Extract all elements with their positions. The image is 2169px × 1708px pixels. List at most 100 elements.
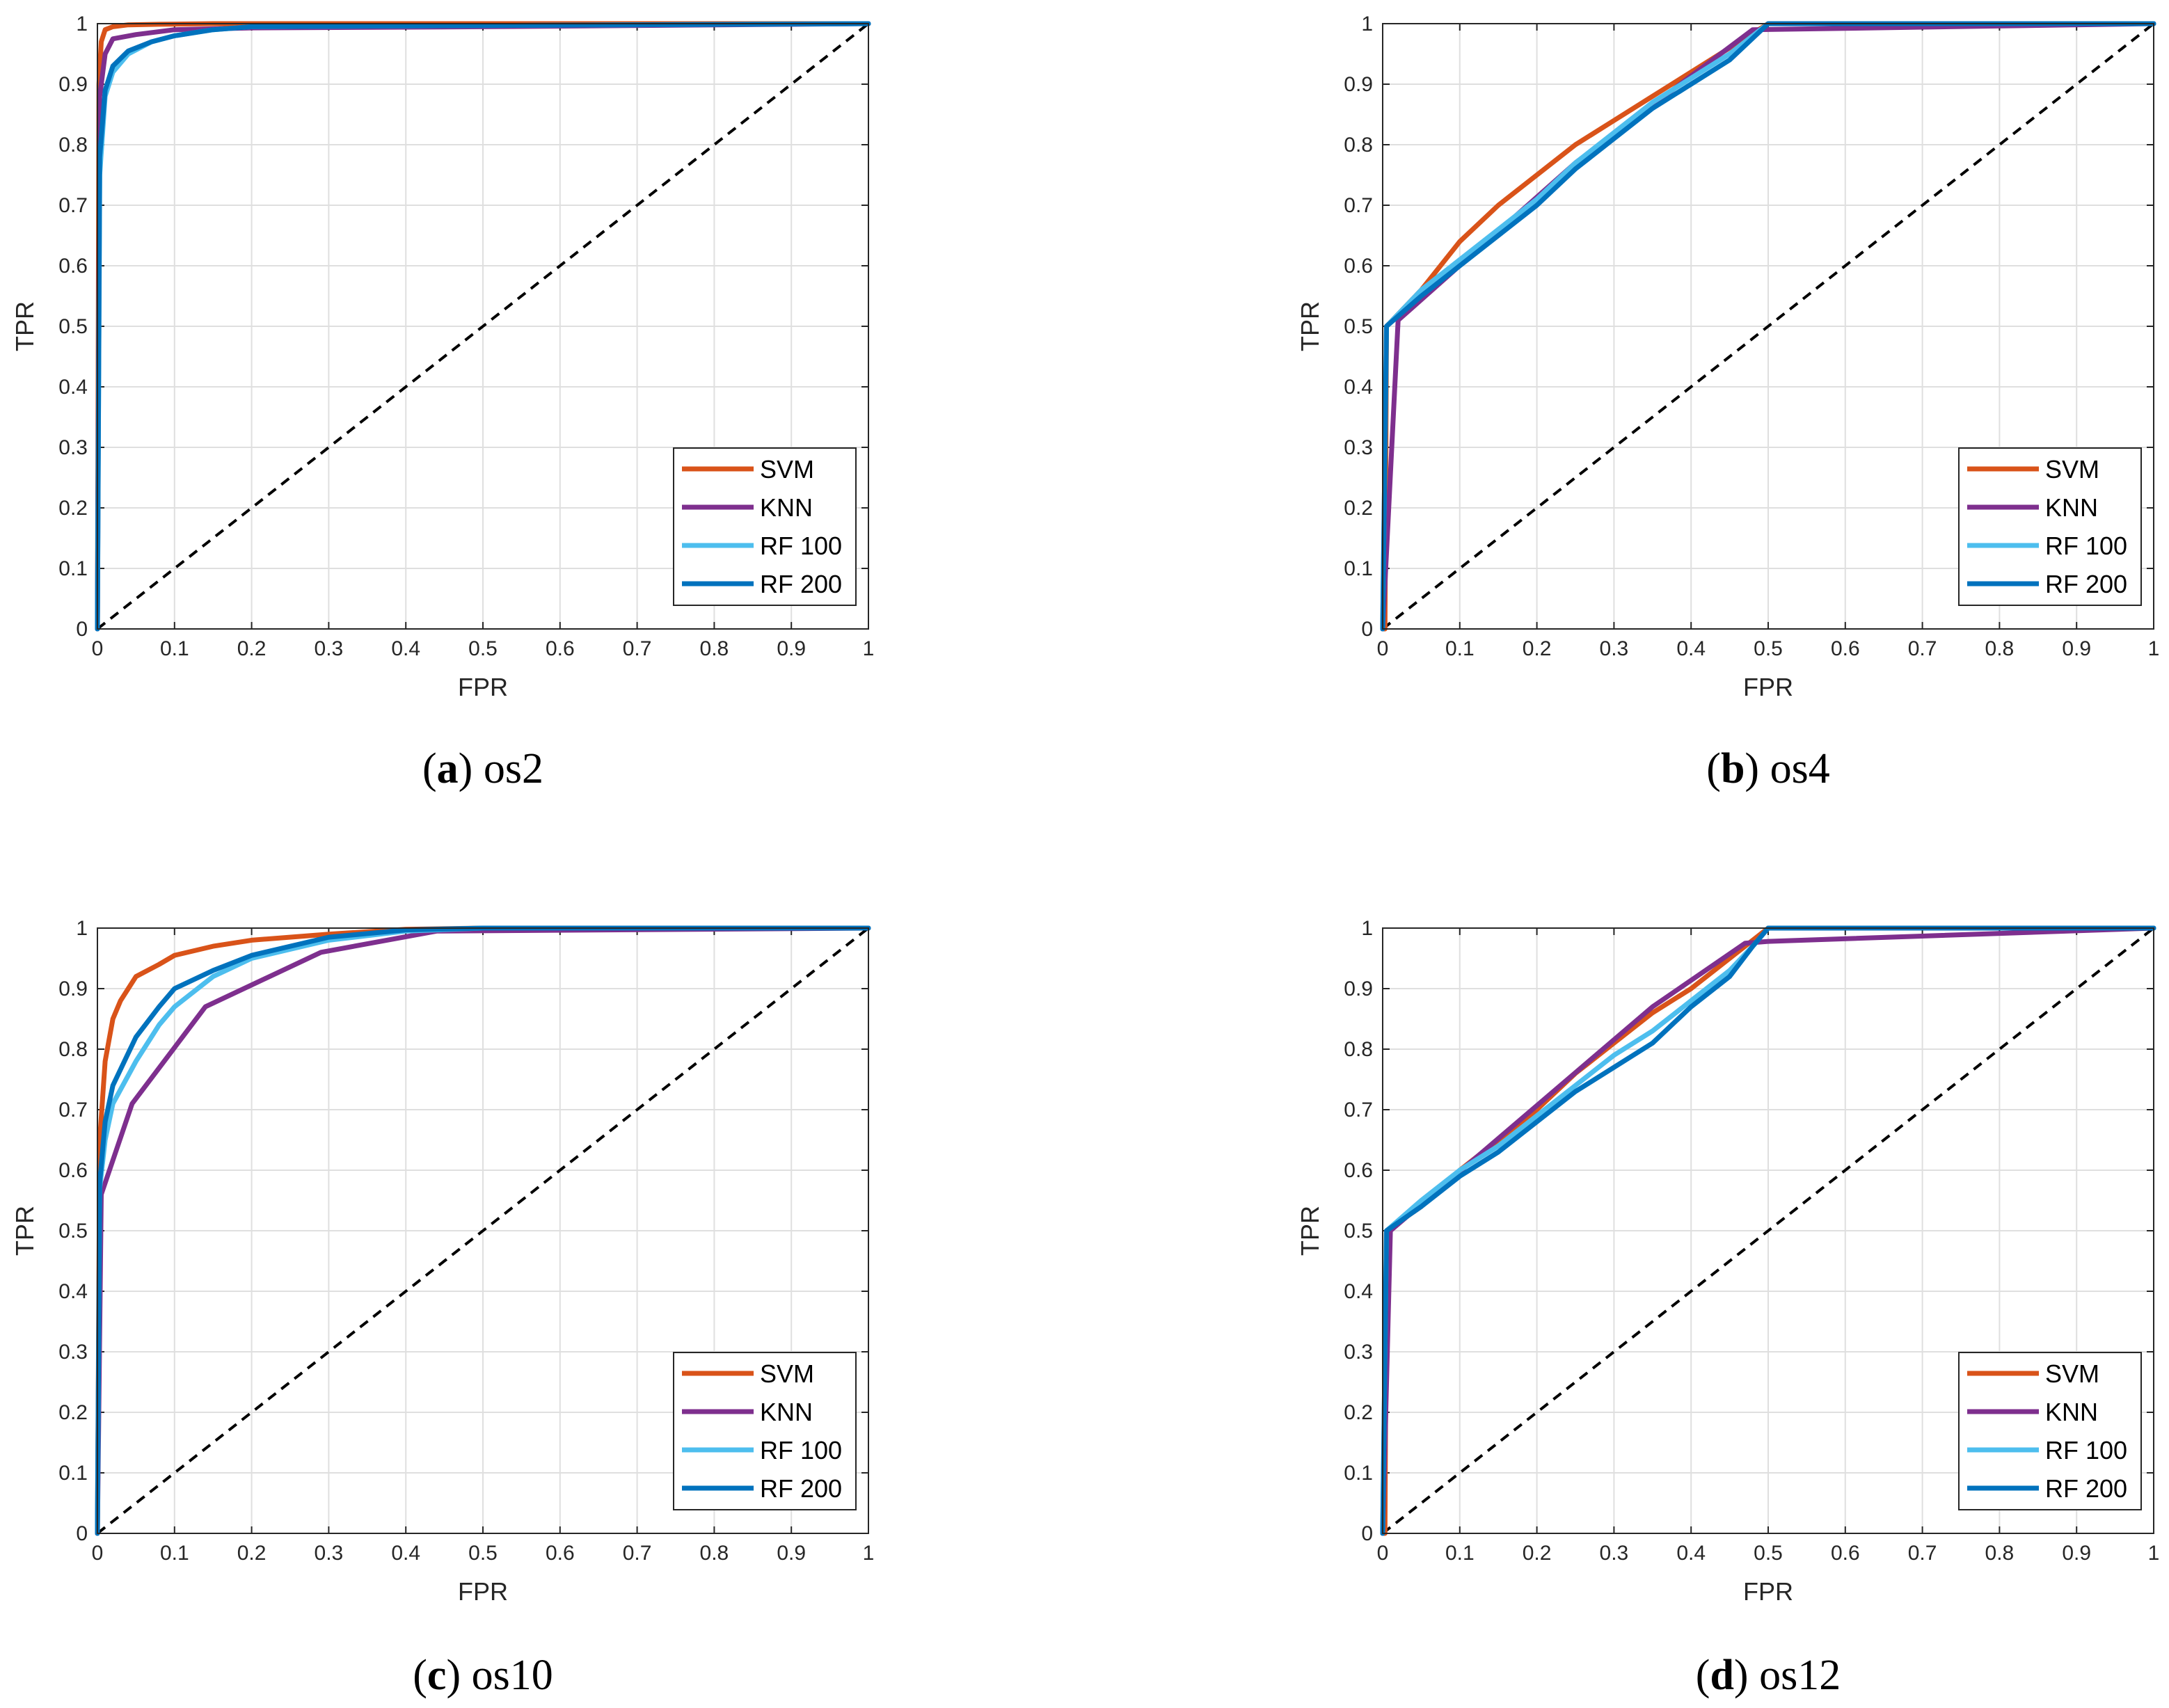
legend-label-rf-200: RF 200 xyxy=(2045,1474,2127,1503)
roc-panel-b: 0 0.1 0.2 0.3 0.4 0.5 0.6 0.7 0.8 0.9 1 0 0.1 0.2 0.3 0… xyxy=(1296,13,2159,792)
legend-label-rf-100: RF 100 xyxy=(760,1436,842,1464)
x-tick-label: 0.4 xyxy=(1676,637,1706,660)
caption-letter: d xyxy=(1710,1652,1733,1699)
x-axis-label: FPR xyxy=(1743,673,1793,701)
legend-label-knn: KNN xyxy=(2045,1398,2098,1426)
y-tick-label: 0.3 xyxy=(58,1341,88,1364)
x-tick-label: 0.3 xyxy=(315,1542,344,1565)
y-tick-label: 0.4 xyxy=(58,1280,88,1303)
caption-name: os2 xyxy=(484,745,543,792)
y-tick-label: 0 xyxy=(76,1522,88,1545)
y-tick-label: 0 xyxy=(76,618,88,641)
y-tick-label: 0.8 xyxy=(58,134,88,157)
x-tick-label: 0.2 xyxy=(1523,637,1552,660)
chance-line xyxy=(1381,22,2155,630)
legend-box xyxy=(673,1352,857,1510)
caption-name: os10 xyxy=(472,1652,553,1699)
series-line-rf-200 xyxy=(1380,925,2156,1536)
x-axis-label: FPR xyxy=(1743,1577,1793,1606)
y-tick-label: 0.7 xyxy=(1344,194,1373,217)
x-tick-label: 0.2 xyxy=(237,637,267,660)
x-tick-label: 0.8 xyxy=(1985,1542,2015,1565)
y-tick-label: 0.4 xyxy=(1344,376,1373,399)
y-tick-label: 0.9 xyxy=(58,977,88,1000)
y-tick-label: 0.7 xyxy=(1344,1099,1373,1122)
x-tick-label: 0.3 xyxy=(315,637,344,660)
panel-caption: (a) os2 xyxy=(422,745,543,792)
panel-caption: (d) os12 xyxy=(1696,1652,1841,1699)
y-tick-label: 0.5 xyxy=(1344,1220,1373,1243)
x-tick-label: 0.1 xyxy=(160,637,189,660)
legend: SVM KNN RF 100 RF 200 xyxy=(673,1352,857,1510)
x-tick-label: 0.5 xyxy=(1754,1542,1783,1565)
y-tick-label: 0 xyxy=(1361,618,1373,641)
x-tick-label: 0.7 xyxy=(623,637,652,660)
x-tick-label: 0.5 xyxy=(468,637,498,660)
x-tick-label: 1 xyxy=(2148,1542,2160,1565)
x-tick-label: 0.2 xyxy=(237,1542,267,1565)
legend-label-svm: SVM xyxy=(2045,455,2099,484)
caption-close-paren: ) xyxy=(1734,1652,1759,1699)
axes-box xyxy=(1382,23,2154,630)
y-axis-label: TPR xyxy=(1296,1206,1324,1256)
y-tick-label: 0.8 xyxy=(1344,134,1373,157)
x-tick-label: 0.8 xyxy=(700,1542,729,1565)
legend-label-knn: KNN xyxy=(2045,493,2098,522)
caption-open-paren: ( xyxy=(413,1652,427,1699)
y-tick-label: 1 xyxy=(1361,917,1373,940)
y-tick-label: 0.2 xyxy=(1344,1401,1373,1424)
x-tick-label: 0.2 xyxy=(1523,1542,1552,1565)
x-tick-label: 0.9 xyxy=(777,637,806,660)
y-tick-label: 0.8 xyxy=(1344,1038,1373,1061)
chance-line xyxy=(1381,927,2155,1535)
caption-letter: a xyxy=(437,745,459,792)
x-tick-label: 0.8 xyxy=(1985,637,2015,660)
caption-name: os4 xyxy=(1770,745,1830,792)
y-tick-label: 1 xyxy=(76,13,88,35)
x-tick-label: 0.4 xyxy=(391,637,420,660)
panel-caption: (b) os4 xyxy=(1706,745,1829,792)
caption-letter: b xyxy=(1721,745,1745,792)
y-tick-label: 0.1 xyxy=(58,557,88,580)
legend-label-rf-100: RF 100 xyxy=(2045,532,2127,560)
chance-line xyxy=(96,927,870,1535)
y-tick-label: 0.2 xyxy=(58,1401,88,1424)
x-tick-label: 0.3 xyxy=(1600,1542,1629,1565)
y-tick-label: 0.7 xyxy=(58,1099,88,1122)
x-axis-label: FPR xyxy=(458,673,508,701)
legend-label-knn: KNN xyxy=(760,493,813,522)
caption-letter: c xyxy=(427,1652,447,1699)
y-tick-label: 0.5 xyxy=(58,315,88,338)
y-tick-label: 0.6 xyxy=(1344,1159,1373,1182)
caption-close-paren: ) xyxy=(1745,745,1770,792)
y-tick-label: 0.5 xyxy=(1344,315,1373,338)
y-tick-label: 0.2 xyxy=(58,497,88,520)
caption-close-paren: ) xyxy=(459,745,484,792)
x-tick-label: 0.7 xyxy=(1908,1542,1937,1565)
roc-panel-c: 0 0.1 0.2 0.3 0.4 0.5 0.6 0.7 0.8 0.9 1 0 0.1 0.2 0.3 0… xyxy=(10,917,874,1699)
legend-box xyxy=(673,447,857,606)
y-tick-label: 0.9 xyxy=(1344,73,1373,96)
y-tick-label: 0.4 xyxy=(1344,1280,1373,1303)
legend-box xyxy=(1958,1352,2142,1510)
x-tick-label: 0.6 xyxy=(1831,1542,1860,1565)
y-tick-label: 0.3 xyxy=(58,436,88,459)
x-tick-label: 0 xyxy=(1377,1542,1389,1565)
caption-close-paren: ) xyxy=(446,1652,471,1699)
y-tick-label: 0.3 xyxy=(1344,1341,1373,1364)
x-tick-label: 0.6 xyxy=(546,637,575,660)
panel-caption: (c) os10 xyxy=(413,1652,553,1699)
caption-open-paren: ( xyxy=(422,745,437,792)
legend-box xyxy=(1958,447,2142,606)
legend-label-knn: KNN xyxy=(760,1398,813,1426)
y-tick-label: 0.6 xyxy=(58,255,88,278)
y-tick-label: 1 xyxy=(76,917,88,940)
series-line-rf-100 xyxy=(1380,21,2156,632)
x-tick-label: 0.3 xyxy=(1600,637,1629,660)
y-tick-label: 0.3 xyxy=(1344,436,1373,459)
legend-label-svm: SVM xyxy=(760,1359,814,1388)
legend-label-svm: SVM xyxy=(760,455,814,484)
y-axis-label: TPR xyxy=(1296,301,1324,351)
x-tick-label: 0.7 xyxy=(623,1542,652,1565)
